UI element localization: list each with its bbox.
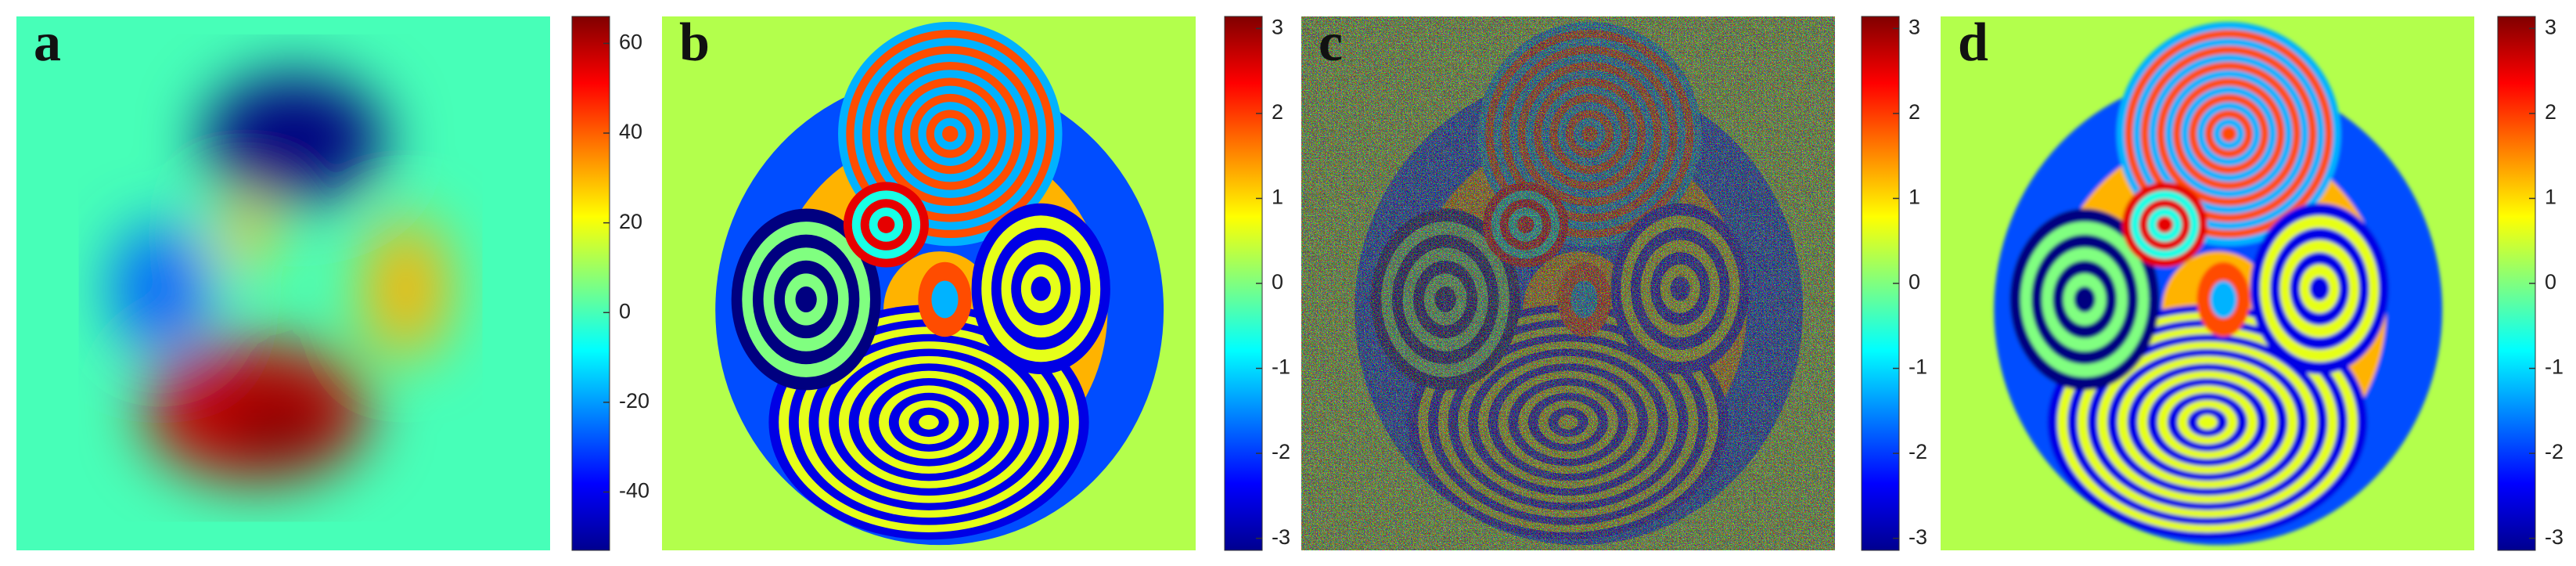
panel: a -40 -20 0 20 40 60 bbox=[16, 13, 649, 551]
colorbar-tick-label: 2 bbox=[2545, 100, 2556, 124]
colorbar-tick-label: 40 bbox=[619, 120, 642, 143]
colorbar-tick-label: -1 bbox=[1272, 355, 1290, 379]
panel: c -3 -2 -1 0 1 2 3 bbox=[1301, 13, 1927, 551]
colorbar-tick-label: 1 bbox=[1909, 186, 1920, 209]
colorbar-tick-label: 3 bbox=[1909, 15, 1920, 38]
colorbar-tick-label: 2 bbox=[1909, 100, 1920, 124]
blob bbox=[363, 219, 449, 359]
colorbar-tick-label: -2 bbox=[1272, 440, 1290, 463]
fringe bbox=[2210, 280, 2237, 319]
colorbar-tick-label: -3 bbox=[1272, 525, 1290, 549]
fringe bbox=[2197, 414, 2218, 430]
fringes bbox=[1941, 16, 2474, 550]
fringe bbox=[2156, 216, 2174, 233]
colorbar-tick-label: 0 bbox=[2545, 270, 2556, 294]
colorbar-tick-label: -20 bbox=[619, 389, 649, 413]
fringes bbox=[1301, 16, 1835, 550]
blob bbox=[219, 390, 337, 465]
fringes bbox=[662, 16, 1196, 550]
fringe bbox=[877, 216, 895, 233]
colorbar-tick-label: 0 bbox=[1272, 270, 1283, 294]
panel: d -3 -2 -1 0 1 2 3 bbox=[1941, 13, 2563, 551]
colorbar bbox=[1224, 16, 1263, 551]
colorbar-tick-label: -40 bbox=[619, 479, 649, 503]
colorbar-tick-label: 1 bbox=[1272, 186, 1283, 209]
colorbar-tick-label: -3 bbox=[1909, 525, 1927, 549]
fringe bbox=[1031, 276, 1051, 301]
blobs bbox=[112, 75, 449, 481]
fringe bbox=[2221, 125, 2237, 142]
colorbar bbox=[571, 16, 610, 551]
colorbar-tick-label: -3 bbox=[2545, 525, 2563, 549]
colorbar-tick-label: 60 bbox=[619, 31, 642, 54]
panel-label: d bbox=[1958, 13, 1988, 73]
colorbar-tick-label: 3 bbox=[2545, 15, 2556, 38]
blob bbox=[219, 197, 273, 273]
panel: b -3 -2 -1 0 1 2 3 bbox=[662, 13, 1290, 551]
colorbar-tick-label: 20 bbox=[619, 210, 642, 233]
colorbar-tick-label: 2 bbox=[1272, 100, 1283, 124]
blob bbox=[112, 224, 209, 353]
panel-label: b bbox=[679, 13, 710, 73]
fringe bbox=[2074, 286, 2096, 313]
rings bbox=[1994, 21, 2443, 546]
panel-label: c bbox=[1319, 13, 1343, 73]
fringe bbox=[931, 280, 959, 319]
colorbar-tick-label: 3 bbox=[1272, 15, 1283, 38]
rings bbox=[715, 21, 1164, 546]
colorbar-tick-label: -2 bbox=[2545, 440, 2563, 463]
colorbar-tick-label: -2 bbox=[1909, 440, 1927, 463]
fringe bbox=[795, 286, 817, 313]
fringe bbox=[2309, 276, 2330, 301]
fringe bbox=[919, 414, 939, 430]
colorbar-tick-label: 1 bbox=[2545, 186, 2556, 209]
colorbar-tick-label: -1 bbox=[1909, 355, 1927, 379]
colorbar-tick-label: -1 bbox=[2545, 355, 2563, 379]
blob bbox=[235, 102, 353, 177]
panel-label: a bbox=[34, 13, 61, 73]
fringe bbox=[942, 125, 959, 142]
colorbar-tick-label: 0 bbox=[1909, 270, 1920, 294]
colorbar-tick-label: 0 bbox=[619, 299, 631, 323]
noise bbox=[1301, 16, 1835, 550]
